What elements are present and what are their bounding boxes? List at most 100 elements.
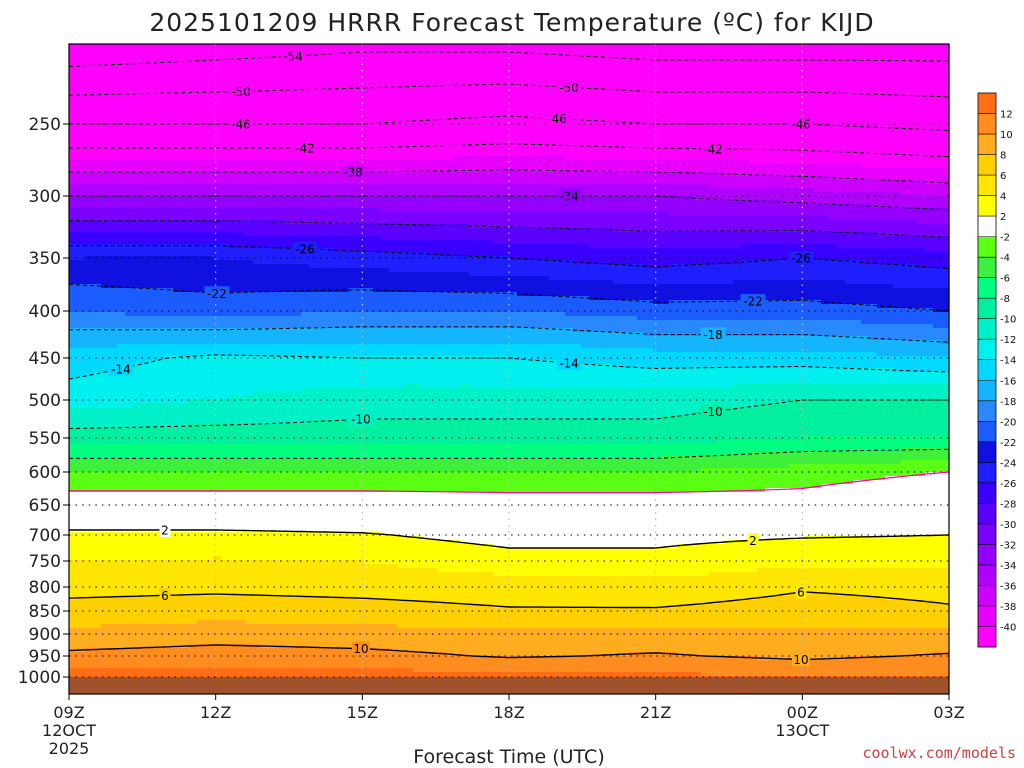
colorbar-swatch [978,523,996,545]
x-tick-year: 2025 [49,739,90,758]
x-tick-label: 12Z [200,703,231,722]
colorbar-legend: -40-38-36-34-32-30-28-26-24-22-20-18-16-… [977,92,1016,648]
colorbar-tick-label: -32 [1000,540,1016,551]
isotherm-label: 6 [161,589,169,603]
colorbar-tick-label: -12 [1000,335,1016,346]
isotherm-label: -22 [207,287,227,301]
isotherm-label: -50 [231,85,251,99]
colorbar-swatch [978,236,996,258]
colorbar-swatch [978,195,996,217]
isotherm-label-bg [228,117,254,131]
y-tick-label: 250 [29,115,61,135]
isotherm-label: -46 [547,112,567,126]
x-tick-date: 12OCT [42,721,96,740]
isotherm-minus14 [68,354,950,380]
isotherm-label-bg [556,80,582,95]
colorbar-tick-label: -22 [1000,438,1016,449]
y-tick-label: 650 [29,496,61,516]
colorbar-tick-label: 2 [1000,212,1006,223]
colorbar-tick-label: -20 [1000,417,1016,428]
colorbar-tick-label: -18 [1000,397,1016,408]
colorbar-swatch [978,277,996,299]
isotherm-labels: -54 -50 -50 -46 -46 -46 -42 -42 -38 -34 -26 -26 -22 -… [108,49,814,667]
colorbar-swatch [978,93,996,114]
isotherm-label-bg [108,361,134,376]
isotherm-label: -10 [351,413,371,427]
isotherm-label: -50 [559,81,579,95]
colorbar-swatch [978,134,996,155]
y-tick-label: 950 [29,647,61,667]
y-tick-label: 450 [29,349,61,369]
y-tick-label: 850 [29,602,61,622]
isotherm-label-bg [788,117,814,131]
colorbar-swatch [978,421,996,443]
colorbar-tick-label: -2 [1000,233,1010,244]
colorbar-tick-label: -4 [1000,253,1010,264]
ground-fill [69,677,949,694]
colorbar-swatch [978,605,996,627]
isotherm-label-bg [700,327,726,342]
isotherm-label-bg [556,189,582,203]
isotherm-minus2 [69,471,950,494]
colorbar-tick-label: -40 [1000,622,1016,633]
isotherm-label-bg [792,652,810,667]
temperature-field [69,44,950,677]
colorbar-swatch [978,175,996,196]
colorbar-swatch [978,216,996,237]
isotherm-label: -54 [283,50,303,64]
isotherm-label-bg [204,286,230,301]
isotherm-label: 2 [161,524,169,538]
colorbar-swatch [978,564,996,586]
x-tick-date: 13OCT [775,721,829,740]
y-tick-label: 900 [29,625,61,645]
isotherm-label: -42 [295,142,315,156]
isotherm-label-bg [348,412,374,427]
colorbar-swatch [978,441,996,463]
colorbar-tick-label: -30 [1000,520,1016,531]
colorbar-swatch [978,503,996,525]
colorbar-swatch [978,544,996,566]
isotherm-label-bg [700,404,726,419]
ground-below-surface [69,677,949,694]
isotherm-label-bg [292,141,318,155]
x-tick-label: 18Z [493,703,524,722]
isotherm-label-bg [740,294,766,309]
y-tick-label: 800 [29,578,61,598]
isotherm-label: -34 [559,190,579,204]
colorbar-swatch [978,380,996,402]
isotherm-label-bg [747,533,759,548]
isotherm-label-bg [544,111,570,126]
colorbar-swatch [978,257,996,278]
isotherm-label: -46 [791,118,811,132]
isotherm-label-bg [788,251,814,266]
x-tick-label: 09Z [53,703,84,722]
colorbar-tick-label: -16 [1000,376,1016,387]
x-axis-label: Forecast Time (UTC) [413,746,604,768]
isotherm-label-bg [159,523,171,537]
isotherm-label-bg [292,241,318,256]
y-tick-label: 500 [29,391,61,411]
x-tick-label: 15Z [347,703,378,722]
colorbar-swatch [978,298,996,320]
isotherm-label: 2 [749,534,757,548]
isotherm-label: -18 [703,328,723,342]
isotherm-label: -26 [295,242,315,256]
y-tick-label: 550 [29,429,61,449]
colorbar-swatch [978,462,996,484]
isotherm-label: -46 [231,118,251,132]
isotherm-label: -26 [791,252,811,266]
isotherm-label-bg [700,141,726,156]
colorbar-tick-label: -26 [1000,479,1016,490]
colorbar-tick-label: -34 [1000,561,1016,572]
y-tick-label: 350 [29,249,61,269]
colorbar-tick-label: 4 [1000,192,1006,203]
y-tick-label: 700 [29,526,61,546]
colorbar-tick-label: 6 [1000,171,1006,182]
colorbar-tick-label: 8 [1000,151,1006,162]
isotherm-label: -10 [703,405,723,419]
credit-text[interactable]: coolwx.com/models [862,744,1016,762]
colorbar-tick-label: -10 [1000,315,1016,326]
colorbar-tick-label: -24 [1000,458,1016,469]
